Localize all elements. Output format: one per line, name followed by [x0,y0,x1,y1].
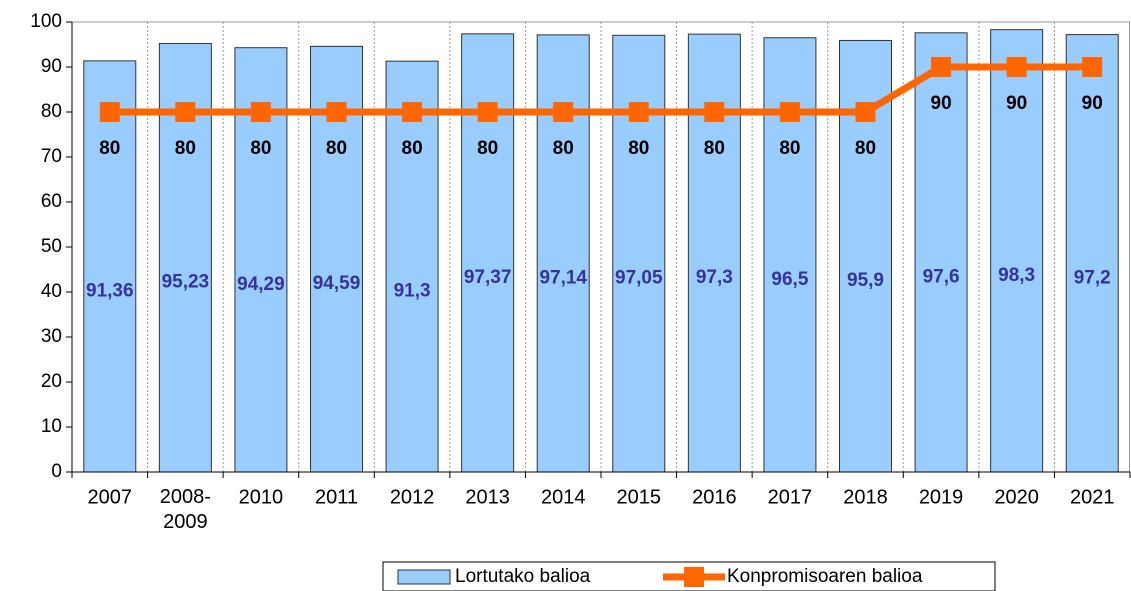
y-tick-label: 10 [41,416,62,437]
line-marker [931,57,952,77]
line-value-label: 80 [175,138,196,159]
bar-value-label: 97,14 [539,267,587,288]
x-tick-label: 2020 [994,486,1039,508]
y-tick-label: 70 [41,146,62,167]
y-tick-label: 30 [41,326,62,347]
x-tick-label: 2010 [239,486,284,508]
x-tick-label: 2012 [390,486,435,508]
y-tick-label: 20 [41,371,62,392]
x-tick-label: 2011 [315,486,358,508]
x-tick-label: 2019 [919,486,964,508]
bar [461,33,515,473]
bar-value-label: 91,3 [394,281,431,302]
bar-value-label: 98,3 [998,265,1035,286]
line-marker [175,102,196,122]
line-value-label: 80 [855,138,876,159]
bar-value-label: 94,29 [237,274,285,295]
x-tick-label: 2008-2009 [160,486,211,533]
line-value-label: 80 [553,138,574,159]
bar [385,60,439,473]
line-marker [477,102,498,122]
line-value-label: 90 [1082,93,1103,114]
line-marker [250,102,271,122]
line-marker [326,102,347,122]
line-value-label: 80 [250,138,271,159]
bar [83,60,137,473]
x-tick-label: 2014 [541,486,586,508]
bar [1065,34,1119,473]
legend-swatch [684,567,704,587]
y-tick-label: 0 [51,461,62,482]
bar [687,33,741,473]
line-value-label: 90 [931,93,952,114]
bar [914,32,968,473]
line-value-label: 80 [704,138,725,159]
legend-label: Lortutako balioa [455,566,591,587]
line-value-label: 90 [1006,93,1027,114]
line-value-label: 80 [628,138,649,159]
bar-value-label: 95,23 [162,272,210,293]
x-tick-label: 2015 [617,486,662,508]
y-tick-label: 60 [41,191,62,212]
y-tick-label: 80 [41,101,62,122]
line-marker [628,102,649,122]
line-marker [779,102,800,122]
x-tick-label: 2007 [88,486,133,508]
x-tick-label: 2018 [843,486,888,508]
bar-value-label: 97,6 [923,266,960,287]
line-marker [99,102,120,122]
x-tick-label: 2017 [768,486,813,508]
line-marker [855,102,876,122]
bar-value-label: 95,9 [847,270,884,291]
line [109,63,1093,116]
legend-label: Konpromisoaren balioa [727,566,923,587]
line-value-label: 80 [779,138,800,159]
bar-value-label: 97,2 [1074,267,1111,288]
line-marker [553,102,574,122]
line-marker [704,102,725,122]
y-tick-label: 50 [41,236,62,257]
legend-swatch [397,569,451,585]
y-tick-label: 100 [30,11,62,32]
line-marker [1006,57,1027,77]
bar-value-label: 96,5 [771,269,808,290]
y-tick-label: 40 [41,281,62,302]
line-marker [1082,57,1103,77]
line-value-label: 80 [99,138,120,159]
x-tick-label: 2016 [692,486,737,508]
bar [536,34,590,473]
bar [612,34,666,473]
line-value-label: 80 [402,138,423,159]
bar-value-label: 91,36 [86,280,134,301]
bar-value-label: 97,3 [696,267,733,288]
line-marker [402,102,423,122]
x-tick-label: 2021 [1070,486,1115,508]
bar [990,29,1044,473]
bar-value-label: 97,37 [464,267,512,288]
line-value-label: 80 [326,138,347,159]
line-value-label: 80 [477,138,498,159]
bar-value-label: 94,59 [313,273,361,294]
x-tick-label: 2013 [465,486,510,508]
y-tick-label: 90 [41,56,62,77]
bar-value-label: 97,05 [615,268,663,289]
